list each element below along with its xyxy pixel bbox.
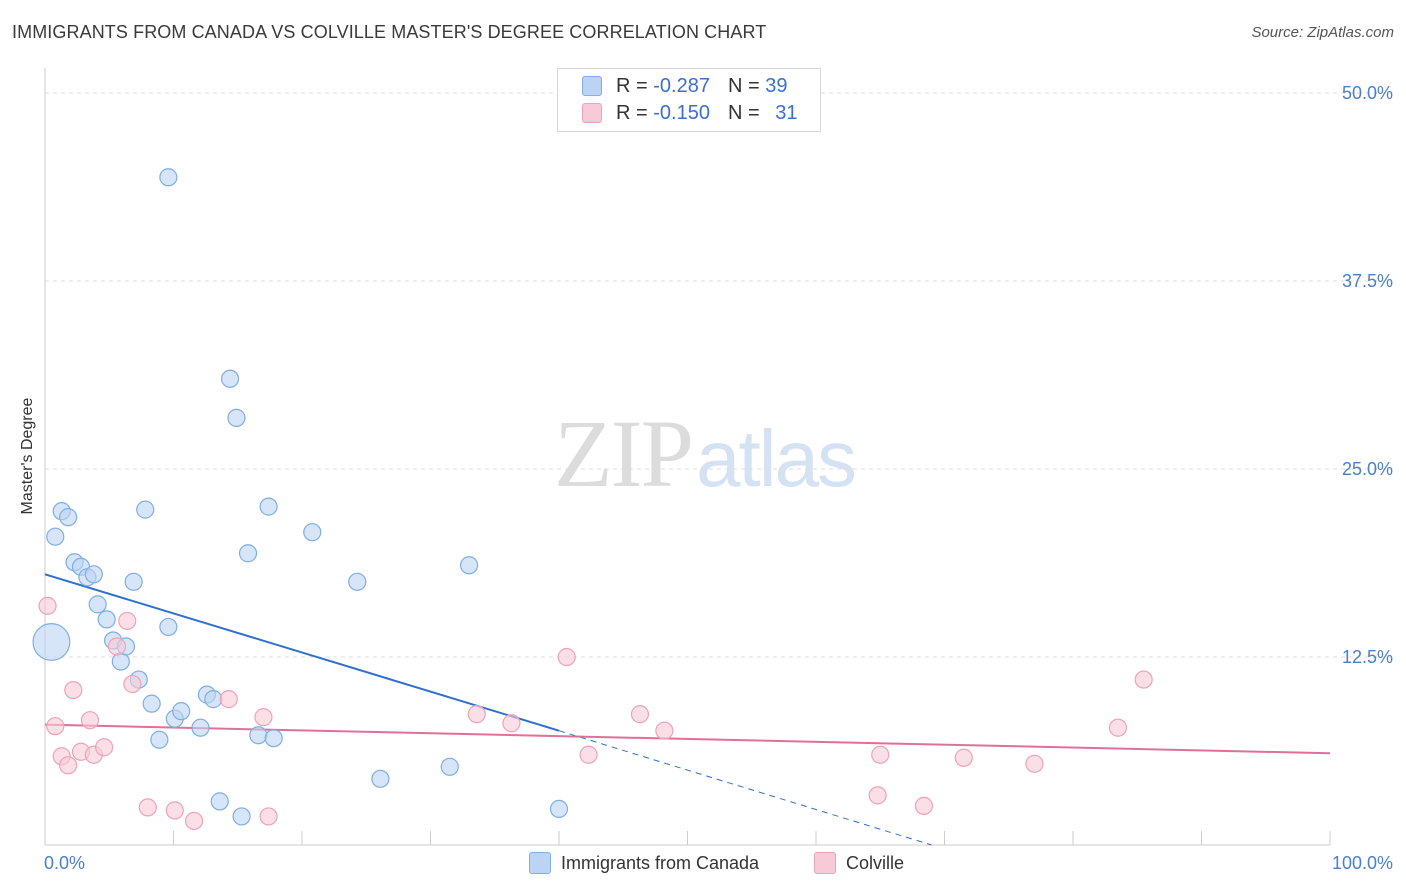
point-pink — [254, 708, 273, 727]
point-pink — [1108, 718, 1128, 737]
point-pink — [46, 717, 65, 736]
point-pink — [59, 756, 78, 775]
legend-n-label: N = — [727, 74, 766, 97]
point-blue — [124, 572, 143, 591]
bottom-legend-swatch-pink — [814, 852, 836, 874]
bottom-legend-label-colville: Colville — [846, 852, 905, 873]
x-tick-label-min: 0.0% — [44, 853, 85, 873]
point-pink — [184, 811, 204, 831]
point-pink — [38, 596, 57, 615]
legend-r-value: -0.150 — [653, 101, 710, 124]
y-tick-label: 25.0% — [1342, 459, 1393, 479]
point-pink — [107, 637, 127, 656]
point-blue — [97, 610, 116, 629]
bottom-legend-canada: Immigrants from Canada — [529, 852, 759, 874]
point-blue — [159, 168, 178, 187]
point-blue — [32, 623, 71, 661]
point-blue — [249, 726, 268, 745]
point-pink — [118, 611, 137, 631]
legend-swatch-blue — [582, 76, 602, 96]
point-blue — [191, 718, 210, 737]
point-blue — [46, 527, 65, 546]
point-pink — [655, 721, 674, 740]
bottom-legend-colville: Colville — [814, 852, 904, 874]
point-pink — [95, 738, 114, 757]
point-pink — [138, 798, 157, 817]
point-pink — [1134, 670, 1153, 689]
point-blue — [232, 807, 251, 826]
point-blue — [210, 792, 229, 811]
point-pink — [80, 711, 100, 730]
point-pink — [868, 786, 887, 805]
point-blue — [220, 369, 240, 388]
point-pink — [502, 714, 521, 733]
chart-title: IMMIGRANTS FROM CANADA VS COLVILLE MASTE… — [12, 22, 767, 42]
point-pink — [579, 745, 598, 764]
legend-row-colville: R = -0.150 N = 31 — [582, 101, 797, 125]
legend-swatch-pink — [582, 103, 602, 123]
legend-r-label: R = — [616, 74, 654, 97]
legend-n-value: 31 — [775, 101, 798, 124]
point-blue — [227, 408, 246, 427]
gridlines — [45, 92, 1392, 658]
axes — [44, 68, 1331, 846]
point-blue — [59, 508, 78, 527]
watermark: ZIPatlas — [554, 398, 857, 509]
point-pink — [123, 674, 142, 694]
point-pink — [1025, 754, 1044, 773]
point-pink — [467, 705, 486, 724]
legend-row-canada: R = -0.287 N = 39 — [582, 74, 787, 98]
point-pink — [954, 748, 973, 767]
point-blue — [136, 500, 155, 519]
point-blue — [259, 497, 278, 516]
point-blue — [150, 730, 169, 749]
point-blue — [348, 572, 367, 591]
bottom-legend-swatch-blue — [529, 852, 551, 874]
point-pink — [871, 745, 890, 764]
point-blue — [440, 757, 459, 776]
point-pink — [64, 680, 83, 700]
point-pink — [259, 807, 278, 826]
data-points — [32, 168, 1153, 831]
point-blue — [84, 565, 103, 584]
point-pink — [165, 801, 184, 820]
watermark-zip: ZIP — [554, 400, 694, 507]
point-blue — [459, 556, 479, 575]
source-credit: Source: ZipAtlas.com — [1251, 24, 1394, 41]
trend-line-extrapolated-blue — [558, 730, 932, 846]
point-blue — [142, 694, 161, 713]
watermark-atlas: atlas — [696, 414, 857, 503]
legend-r-label: R = — [616, 101, 654, 124]
point-blue — [264, 729, 283, 748]
point-blue — [549, 799, 569, 819]
x-tick-label-max: 100.0% — [1332, 853, 1393, 873]
trend-line-blue — [44, 573, 560, 732]
y-tick-label: 50.0% — [1342, 83, 1393, 103]
point-pink — [219, 690, 238, 709]
legend-n-label: N = — [727, 101, 766, 124]
correlation-legend: R = -0.287 N = 39 R = -0.150 N = 31 — [557, 68, 821, 132]
point-blue — [159, 617, 178, 637]
y-tick-label: 37.5% — [1342, 271, 1393, 291]
legend-n-value: 39 — [765, 74, 788, 97]
point-blue — [238, 544, 258, 563]
trend-lines — [44, 573, 1331, 846]
point-pink — [557, 647, 576, 667]
point-blue — [204, 690, 223, 709]
point-blue — [303, 523, 322, 542]
trend-line-pink — [44, 723, 1331, 755]
tick-labels: 12.5% 25.0% 37.5% 50.0% 0.0% 100.0% — [44, 83, 1393, 873]
point-pink — [630, 705, 650, 724]
bottom-legend-label-canada: Immigrants from Canada — [561, 852, 760, 873]
point-blue — [172, 702, 191, 721]
legend-r-value: -0.287 — [653, 74, 710, 97]
point-blue — [111, 652, 130, 671]
point-blue — [88, 595, 107, 614]
point-pink — [914, 796, 934, 815]
y-tick-label: 12.5% — [1342, 647, 1393, 667]
point-blue — [371, 769, 390, 788]
